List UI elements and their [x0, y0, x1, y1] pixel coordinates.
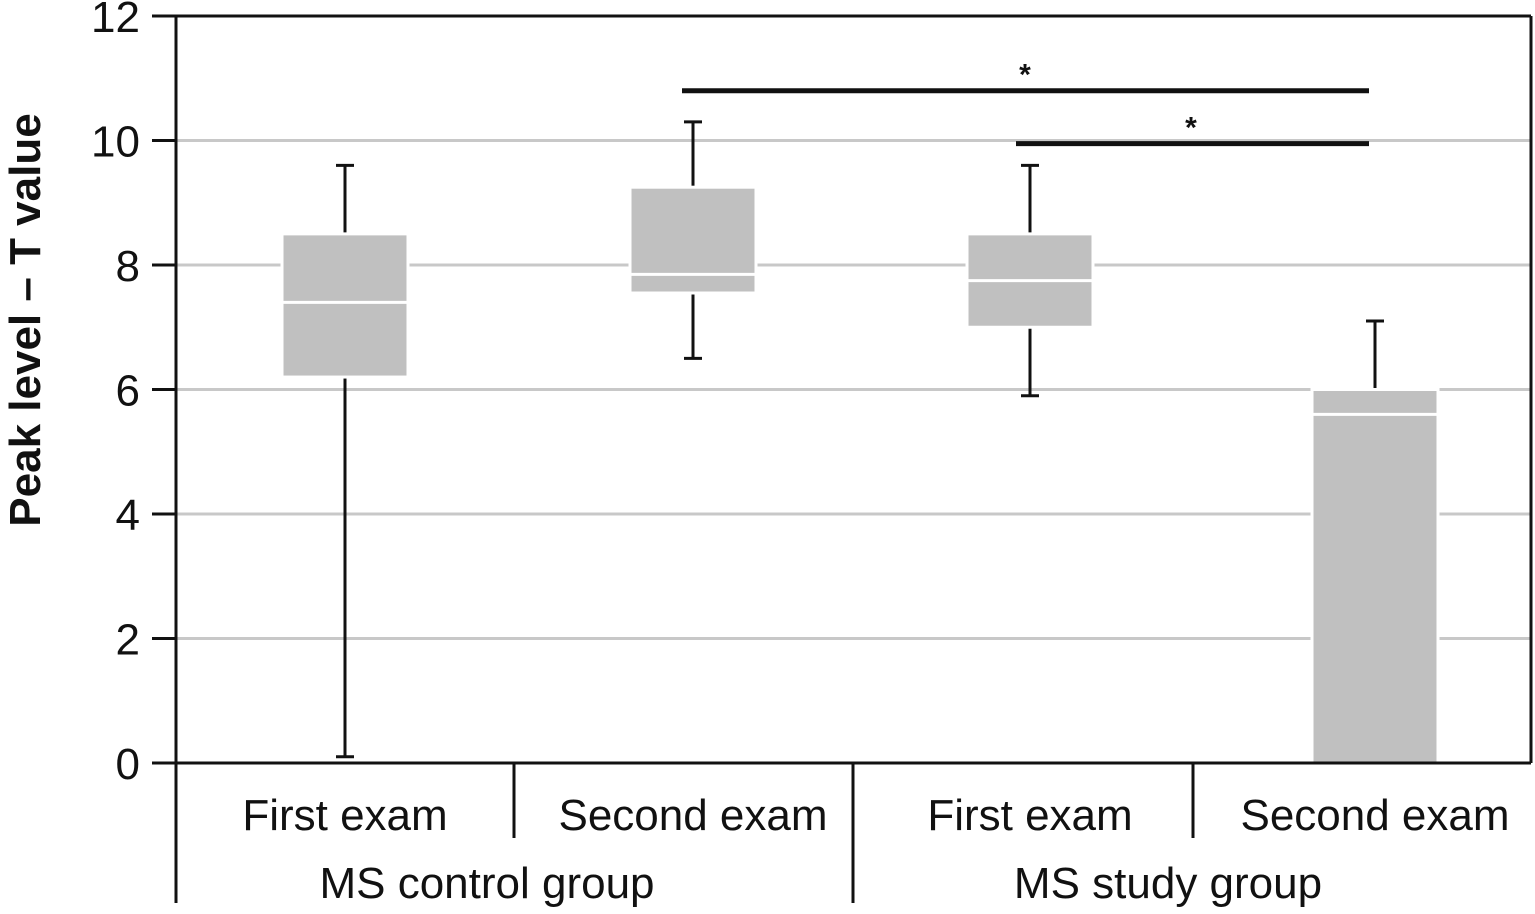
- x-group-label: MS study group: [1014, 859, 1322, 908]
- box-series: [280, 120, 1440, 765]
- x-group-label: MS control group: [319, 859, 654, 908]
- axes: 0 2 4 6 8 10 12 First exam Second exam First exam…: [91, 0, 1533, 908]
- x-category-label: Second exam: [1240, 791, 1509, 840]
- significance-label: *: [1019, 59, 1031, 92]
- y-tick-label-10: 10: [91, 118, 140, 167]
- box-iqr: [1310, 388, 1440, 765]
- y-axis-label: Peak level – T value: [1, 113, 50, 526]
- y-tick-label-6: 6: [116, 367, 140, 416]
- y-tick-label-0: 0: [116, 740, 140, 789]
- box-iqr: [628, 185, 758, 295]
- box-iqr: [280, 232, 410, 379]
- x-category-label: First exam: [927, 791, 1132, 840]
- significance-label: *: [1185, 112, 1197, 145]
- y-tick-label-12: 12: [91, 0, 140, 42]
- significance-annotations: **: [682, 59, 1369, 147]
- x-category-label: First exam: [242, 791, 447, 840]
- x-category-label: Second exam: [558, 791, 827, 840]
- y-tick-label-4: 4: [116, 491, 140, 540]
- y-tick-label-2: 2: [116, 616, 140, 665]
- y-tick-label-8: 8: [116, 242, 140, 291]
